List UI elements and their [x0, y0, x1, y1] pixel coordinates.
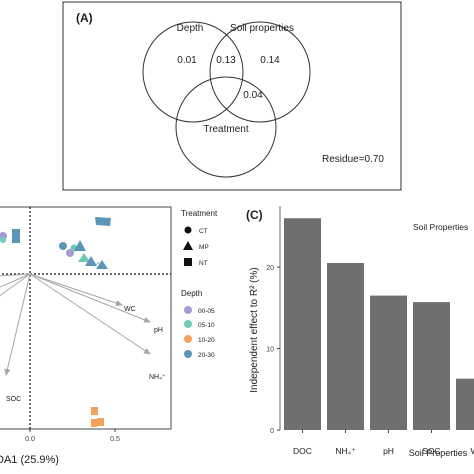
x-label-1: NH₄⁺ [335, 446, 356, 456]
panel-c-y-ticks: 0 10 20 [266, 265, 280, 435]
arrow-offscreen-a [0, 273, 31, 277]
venn-circle-depth [142, 21, 244, 123]
panel-c-xlabel: Soil Properties [409, 448, 468, 458]
arrow-soc [4, 273, 31, 376]
venn-value-soil-only: 0.14 [260, 55, 280, 66]
arrow-nh4 [29, 273, 151, 355]
site-point-nt-20-30 [95, 217, 111, 226]
venn-value-soil-treatment: 0.04 [243, 90, 263, 101]
x-label-0: DOC [293, 446, 312, 456]
legend-ct-marker [184, 226, 192, 234]
panel-c-label: (C) [246, 208, 263, 222]
panel-c-top-label: Soil Properties [413, 222, 468, 232]
legend-depth-marker-3 [184, 350, 192, 358]
legend-depth-marker-1 [184, 320, 192, 328]
bar-1 [327, 263, 364, 430]
venn-residue: Residue=0.70 [322, 154, 384, 165]
arrow-offscreen-c [0, 273, 31, 297]
arrow-label-nh4: NH₄⁺ [149, 374, 166, 381]
arrow-wc [29, 273, 123, 306]
site-point-ct-05-10 [0, 237, 6, 243]
venn-set-treatment: Treatment [203, 124, 248, 135]
bar-4 [456, 378, 474, 430]
panel-c-bars [284, 218, 474, 430]
legend-depth-title: Depth [181, 289, 202, 298]
legend-mp-label: MP [199, 244, 209, 251]
legend-nt-marker [184, 258, 192, 266]
panel-c: (C) Soil Properties Independent effect t… [246, 206, 474, 458]
bar-2 [370, 295, 407, 430]
arrow-offscreen-b [0, 273, 31, 288]
arrow-label-wc: WC [124, 306, 136, 313]
legend-depth-label-2: 10-20 [198, 337, 215, 344]
panel-a-frame [62, 1, 402, 191]
site-point-nt-10-20-b [97, 418, 104, 426]
site-point-mp-05-10 [78, 253, 90, 262]
legend-nt-label: NT [199, 260, 208, 267]
x-tick-label-1: 0.5 [110, 436, 120, 443]
arrow-ph [29, 273, 151, 323]
legend-depth-label-1: 05-10 [198, 322, 215, 329]
legend-ct-label: CT [199, 228, 208, 235]
venn-set-depth: Depth [177, 23, 204, 34]
venn-circle-treatment [175, 76, 277, 178]
panel-c-ylabel: Independent effect to R² (%) [249, 267, 260, 392]
site-point-nt-10-20 [91, 407, 98, 415]
site-point-ct-20-30 [59, 242, 67, 250]
legend-mp-marker [183, 241, 193, 250]
panel-b-xlabel: DA1 (25.9%) [0, 454, 59, 466]
legend-depth-marker-0 [184, 306, 192, 314]
venn-circle-soil [209, 21, 311, 123]
site-point-mp-20-30-d [96, 260, 108, 269]
panel-c-x-labels: DOC NH₄⁺ pH SOC W [293, 430, 474, 456]
bar-0 [284, 218, 321, 430]
legend-treatment-title: Treatment [181, 209, 218, 218]
bar-3 [413, 302, 450, 430]
panel-b: WC pH NH₄⁺ SOC 0.0 0.5 DA1 (25.9%) Treat… [0, 206, 218, 466]
x-tick-label-0: 0.0 [25, 436, 35, 443]
x-label-3: SOC [422, 446, 440, 456]
site-point-mp-20-30-b [85, 256, 97, 266]
legend-depth-marker-2 [184, 335, 192, 343]
legend-depth-label-3: 20-30 [198, 352, 215, 359]
arrow-label-soc: SOC [6, 396, 21, 403]
venn-set-soil: Soil properties [230, 23, 294, 34]
legend-depth-label-0: 00-05 [198, 308, 215, 315]
panel-b-frame [0, 206, 172, 430]
y-tick-label-0: 0 [270, 428, 274, 435]
panel-a: (A) Depth Soil properties Treatment 0.01… [62, 1, 402, 191]
y-tick-label-2: 20 [266, 265, 274, 272]
panel-a-label: (A) [76, 11, 93, 25]
arrow-label-ph: pH [154, 327, 163, 334]
venn-value-depth-only: 0.01 [177, 55, 197, 66]
site-point-ct-00-05-b [66, 249, 74, 257]
venn-value-depth-soil: 0.13 [216, 55, 236, 66]
site-point-nt-20-30-b [12, 229, 20, 243]
y-tick-label-1: 10 [266, 347, 274, 354]
x-label-2: pH [383, 446, 394, 456]
x-label-4: W [470, 446, 474, 456]
site-point-mp-20-30 [74, 240, 86, 251]
site-point-nt-10-20-c [91, 419, 97, 427]
